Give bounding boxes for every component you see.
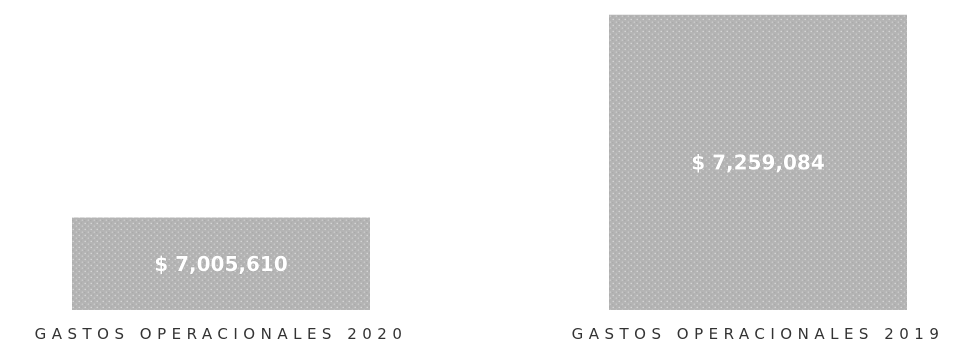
bars-layer bbox=[72, 14, 907, 311]
bar-1 bbox=[609, 14, 907, 311]
labels-layer: $ 7,005,610 GASTOS OPERACIONALES 2020 $ 7,… bbox=[35, 150, 945, 343]
category-label-0: GASTOS OPERACIONALES 2020 bbox=[35, 325, 408, 343]
bar-0 bbox=[72, 217, 370, 310]
category-label-1: GASTOS OPERACIONALES 2019 bbox=[572, 325, 945, 343]
data-label-0: $ 7,005,610 bbox=[154, 252, 288, 276]
data-label-1: $ 7,259,084 bbox=[691, 150, 825, 174]
